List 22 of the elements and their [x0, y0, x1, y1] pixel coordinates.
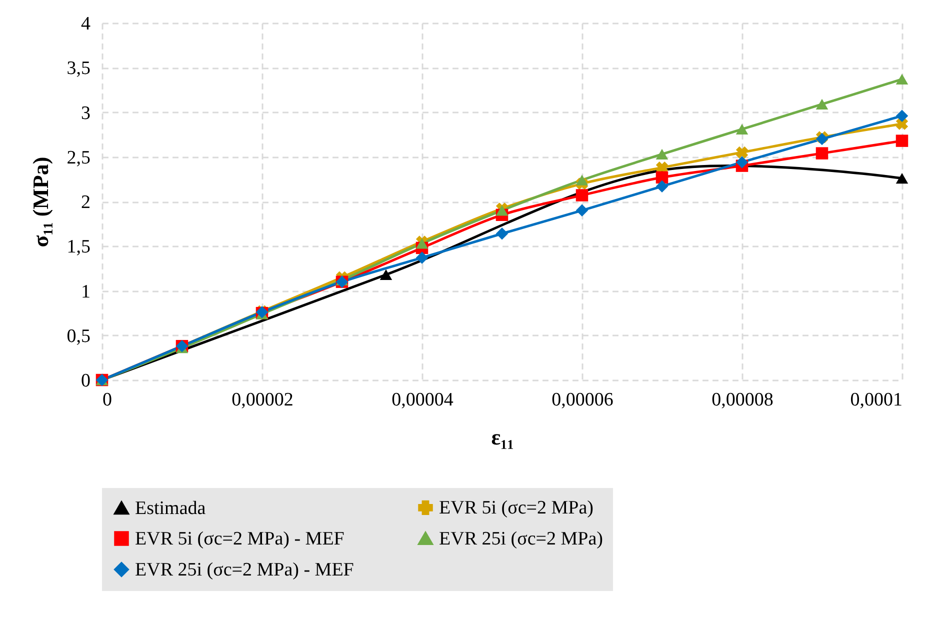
x-tick-label: 0,00008	[712, 390, 774, 410]
y-tick-label: 3	[81, 102, 90, 124]
y-tick-label: 1,5	[66, 236, 90, 258]
y-tick-label: 4	[81, 14, 91, 34]
x-tick-label: 0	[102, 390, 112, 410]
y-axis-title: σ₁₁ (MPa)	[28, 156, 53, 248]
x-tick-label: 0,00002	[232, 390, 294, 410]
y-tick-label: 0	[81, 370, 90, 392]
legend-label: EVR 25i (σc=2 MPa)	[439, 528, 603, 550]
y-tick-label: 3,5	[66, 58, 90, 80]
legend-label: EVR 5i (σc=2 MPa)	[439, 498, 594, 519]
y-tick-label: 2,5	[66, 147, 90, 168]
x-tick-label: 0,0001	[850, 390, 902, 410]
legend-label: EVR 5i (σc=2 MPa) - MEF	[135, 528, 344, 550]
x-axis-title: ε₁₁	[491, 424, 514, 450]
y-tick-label: 1	[81, 281, 90, 302]
x-tick-label: 0,00004	[392, 390, 454, 410]
y-tick-label: 0,5	[66, 326, 90, 347]
y-tick-label: 2	[81, 192, 90, 213]
legend-label: EVR 25i (σc=2 MPa) - MEF	[135, 560, 354, 580]
legend-label: Estimada	[135, 498, 206, 520]
x-tick-label: 0,00006	[552, 390, 614, 410]
